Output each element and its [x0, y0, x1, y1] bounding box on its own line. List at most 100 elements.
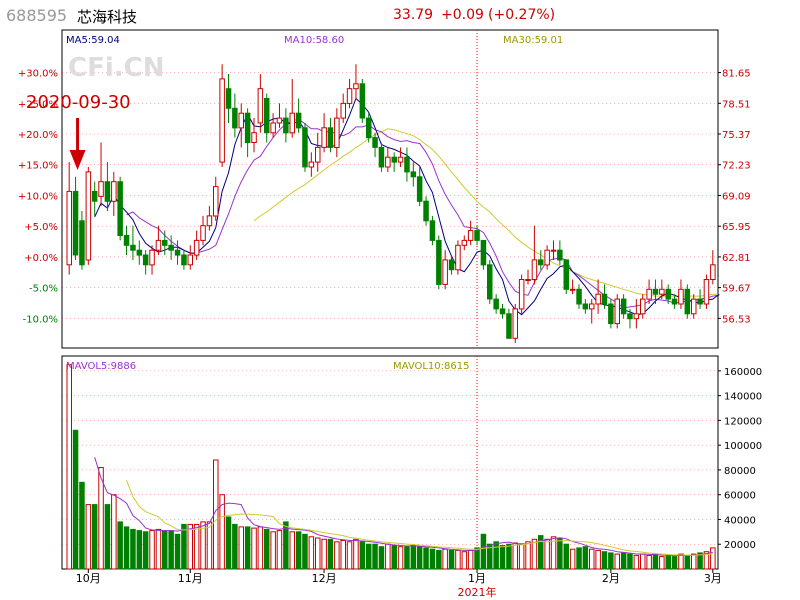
volume-bar [206, 521, 213, 570]
candle-body [213, 186, 219, 217]
candle-body [442, 259, 448, 285]
candle-body [569, 288, 576, 291]
candle-body [155, 239, 162, 251]
volume-bar [627, 553, 633, 570]
volume-bar [703, 551, 710, 570]
volume-bar [423, 547, 429, 570]
candle-body [697, 298, 703, 305]
ma5-line [94, 97, 720, 316]
candle-body [149, 249, 155, 266]
candle-body [219, 78, 225, 163]
volume-bar [385, 543, 391, 570]
volume-bar [155, 528, 162, 570]
moving-average-lines [94, 97, 720, 316]
volume-bar [244, 526, 251, 570]
volume-bar [582, 546, 589, 570]
candle-body [372, 137, 378, 148]
volume-bar [391, 545, 397, 570]
volume-bar [474, 547, 480, 570]
volume-bar [614, 553, 620, 570]
x-tick-label: 1月 [468, 572, 486, 585]
candle-body [187, 254, 193, 266]
candle-body [232, 107, 238, 129]
candle-body [257, 88, 264, 124]
volume-bar [518, 543, 525, 570]
percent-tick-label: +25.0% [18, 99, 58, 110]
volume-bar [193, 523, 200, 570]
candle-body [538, 259, 544, 266]
volume-bar [366, 543, 372, 570]
candle-body [283, 117, 289, 134]
volume-bar [620, 552, 627, 570]
candle-body [633, 313, 640, 320]
volume-bar [525, 541, 531, 570]
volume-bar [72, 429, 79, 570]
candle-body [130, 244, 136, 251]
candle-body [225, 88, 232, 109]
candle-body [85, 171, 92, 261]
candle-body [238, 112, 244, 129]
candle-body [340, 102, 346, 119]
price-tick-label: 72.23 [722, 161, 751, 172]
volume-bar [589, 548, 595, 570]
candle-body [646, 288, 652, 300]
candle-body [174, 249, 181, 256]
candle-body [91, 190, 98, 202]
volume-bar [295, 531, 302, 570]
percent-tick-label: +10.0% [18, 191, 58, 202]
volume-bar [340, 540, 346, 570]
volume-tick-label: 140000 [724, 392, 762, 403]
percent-tick-label: +5.0% [24, 222, 58, 233]
annotation-date: 2020-09-30 [26, 92, 131, 113]
candle-body [162, 239, 168, 246]
candle-body [659, 288, 665, 295]
volume-bar [111, 494, 117, 570]
volume-bar [442, 548, 448, 570]
watermark: CFi.CN [68, 53, 164, 83]
volume-bar [506, 543, 512, 570]
candle-body [423, 200, 429, 222]
candle-body [276, 117, 283, 124]
candle-body [206, 215, 213, 227]
volume-bar [289, 531, 295, 570]
volume-bar [493, 541, 499, 570]
volume-bar [162, 530, 168, 570]
candle-body [168, 244, 174, 251]
price-tick-label: 78.51 [722, 99, 751, 110]
candle-body [467, 230, 474, 241]
volume-bar [404, 546, 410, 570]
candle-body [264, 98, 270, 134]
candle-body [289, 112, 295, 134]
candle-body [111, 181, 117, 202]
candle-body [518, 279, 525, 310]
annotation-arrow-head [69, 150, 86, 170]
mavol5-legend: MAVOL5:9886 [66, 361, 136, 372]
price-tick-label: 81.65 [722, 69, 751, 80]
volume-tick-label: 20000 [724, 540, 756, 551]
ma5-legend: MA5:59.04 [66, 35, 120, 46]
candle-body [79, 220, 85, 266]
stock-price: 33.79 [393, 7, 434, 23]
volume-bar [117, 521, 123, 570]
candle-body [671, 298, 678, 305]
quote-header: 688595 芯海科技 33.79 +0.09 (+0.27%) [0, 0, 800, 30]
price-tick-label: 75.37 [722, 130, 751, 141]
candles [66, 64, 716, 344]
candle-body [193, 239, 200, 256]
candle-body [640, 298, 646, 315]
volume-bar [327, 538, 334, 570]
volume-tick-label: 80000 [724, 466, 756, 477]
percent-tick-label: -10.0% [23, 314, 58, 325]
candle-body [429, 220, 436, 241]
volume-bar [595, 549, 601, 570]
candle-body [448, 259, 455, 271]
volume-bars [66, 364, 716, 570]
volume-bar [455, 549, 461, 570]
volume-tick-label: 60000 [724, 491, 756, 502]
mavol10-line [126, 480, 713, 556]
candle-body [455, 244, 461, 271]
volume-bar [397, 546, 404, 570]
volume-bar [576, 547, 582, 570]
volume-bar [601, 551, 608, 570]
volume-bar [85, 504, 92, 570]
